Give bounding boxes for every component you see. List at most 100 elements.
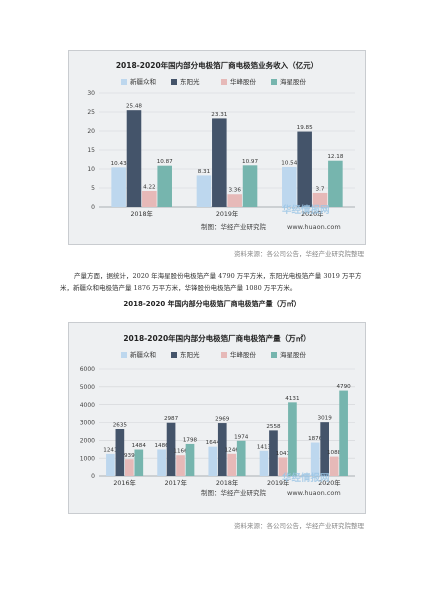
bar-value-label: 19.85 (297, 125, 313, 131)
watermark-url: www.huaon.com (287, 489, 341, 497)
bar-value-label: 10.87 (157, 159, 173, 165)
bar (278, 457, 288, 476)
legend-label: 海星股份 (280, 350, 307, 359)
bar (157, 165, 172, 207)
bar-value-label: 1088 (327, 450, 342, 456)
y-tick-label: 0 (91, 473, 95, 480)
bar-value-label: 1241 (103, 447, 118, 453)
bar (242, 165, 258, 207)
watermark-url: www.huaon.com (287, 223, 341, 231)
production-paragraph: 产量方面，据统计，2020 年海星股份电极箔产量 4790 万平方米，东阳光电极… (60, 272, 362, 292)
bar (185, 443, 195, 476)
x-tick-label: 2019年 (267, 478, 289, 487)
bar-value-label: 2969 (215, 417, 230, 423)
bar (288, 402, 297, 476)
legend-label: 东阳光 (180, 350, 200, 359)
bar-value-label: 2987 (164, 416, 179, 422)
bar (212, 118, 227, 207)
source-note-1: 资料来源：各公司公告，华经产业研究院整理 (234, 250, 364, 258)
y-tick-label: 10 (87, 166, 95, 173)
bar-value-label: 1974 (234, 434, 249, 440)
legend-swatch (121, 352, 127, 358)
bar (115, 429, 125, 476)
bar-value-label: 23.31 (211, 112, 227, 118)
bar (106, 453, 115, 476)
legend-label: 新疆众和 (130, 350, 156, 359)
bar-value-label: 1166 (173, 449, 188, 455)
bar-value-label: 4131 (285, 396, 300, 402)
bar-value-label: 3.7 (316, 186, 325, 192)
bar-value-label: 1798 (183, 437, 198, 443)
bar-value-label: 2635 (113, 423, 128, 429)
bar-value-label: 1486 (154, 443, 169, 449)
bar (134, 449, 144, 476)
x-tick-label: 2018年 (216, 478, 238, 487)
watermark-brand: 华经情报网 (282, 472, 330, 484)
bar (236, 440, 246, 476)
bar-value-label: 10.43 (111, 161, 127, 167)
bar (142, 190, 157, 207)
bar-value-label: 1484 (132, 443, 147, 449)
chart-credit: 制图：华经产业研究院 (201, 222, 267, 231)
legend-swatch (221, 79, 227, 85)
bar (126, 110, 142, 207)
y-tick-label: 30 (87, 90, 95, 97)
bar (196, 175, 212, 207)
bar (125, 459, 134, 476)
legend-swatch (121, 79, 127, 85)
bar-value-label: 1876 (308, 436, 323, 442)
chart-title: 2018-2020年国内部分电极箔厂商电极箔业务收入（亿元） (116, 60, 318, 70)
bar (208, 446, 218, 476)
y-tick-label: 2000 (80, 438, 95, 445)
bar (282, 166, 297, 207)
bar-value-label: 1246 (225, 447, 240, 453)
bar-value-label: 939 (124, 453, 135, 459)
y-tick-label: 3000 (80, 420, 95, 427)
y-tick-label: 25 (87, 109, 95, 116)
bar-value-label: 10.97 (242, 159, 258, 165)
bar-value-label: 1644 (206, 440, 221, 446)
legend-label: 华峰股份 (230, 77, 257, 86)
bar-value-label: 12.18 (327, 154, 343, 160)
bar (157, 449, 166, 476)
revenue-chart-svg: 2018-2020年国内部分电极箔厂商电极箔业务收入（亿元） 新疆众和 东阳光 华峰股… (87, 60, 355, 231)
production-chart: 2018-2020年国内部分电极箔厂商电极箔产量（万㎡） 新疆众和 东阳光 华峰股份 海… (68, 322, 366, 514)
watermark-brand: 华经情报网 (282, 204, 330, 216)
production-section-title: 2018-2020 年国内部分电极箔厂商电极箔产量（万㎡） (123, 300, 301, 308)
x-tick-label: 2020年 (318, 478, 340, 487)
y-tick-label: 15 (87, 147, 95, 154)
bar (227, 453, 237, 476)
bar-value-label: 25.48 (126, 104, 142, 110)
chart-title: 2018-2020年国内部分电极箔厂商电极箔产量（万㎡） (123, 333, 310, 343)
x-tick-label: 2019年 (216, 209, 238, 218)
y-tick-label: 4000 (80, 402, 95, 409)
x-tick-label: 2016年 (113, 478, 135, 487)
bar-value-label: 4790 (336, 384, 351, 390)
bar (259, 450, 269, 476)
bar-value-label: 3019 (318, 416, 333, 422)
bar-value-label: 1413 (257, 444, 272, 450)
legend-swatch (271, 352, 277, 358)
bar (217, 423, 227, 476)
legend-label: 华峰股份 (230, 350, 257, 359)
bar (329, 456, 339, 476)
bar (339, 390, 348, 476)
bar (328, 160, 343, 207)
y-tick-label: 1000 (80, 455, 95, 462)
bar-value-label: 8.31 (198, 169, 211, 175)
bar-value-label: 3.36 (228, 188, 241, 194)
bar-value-label: 4.22 (143, 184, 155, 190)
legend-label: 新疆众和 (130, 77, 156, 86)
y-tick-label: 6000 (80, 366, 95, 373)
x-tick-label: 2017年 (165, 478, 187, 487)
bar (227, 194, 242, 207)
bar (269, 430, 278, 476)
bar (320, 422, 329, 476)
bar (297, 131, 312, 207)
bar (166, 422, 176, 476)
x-tick-label: 2020年 (301, 209, 323, 218)
legend-label: 海星股份 (280, 77, 307, 86)
bar-value-label: 1041 (276, 451, 291, 457)
legend-swatch (271, 79, 277, 85)
revenue-chart: 2018-2020年国内部分电极箔厂商电极箔业务收入（亿元） 新疆众和 东阳光 华峰股… (68, 50, 366, 245)
